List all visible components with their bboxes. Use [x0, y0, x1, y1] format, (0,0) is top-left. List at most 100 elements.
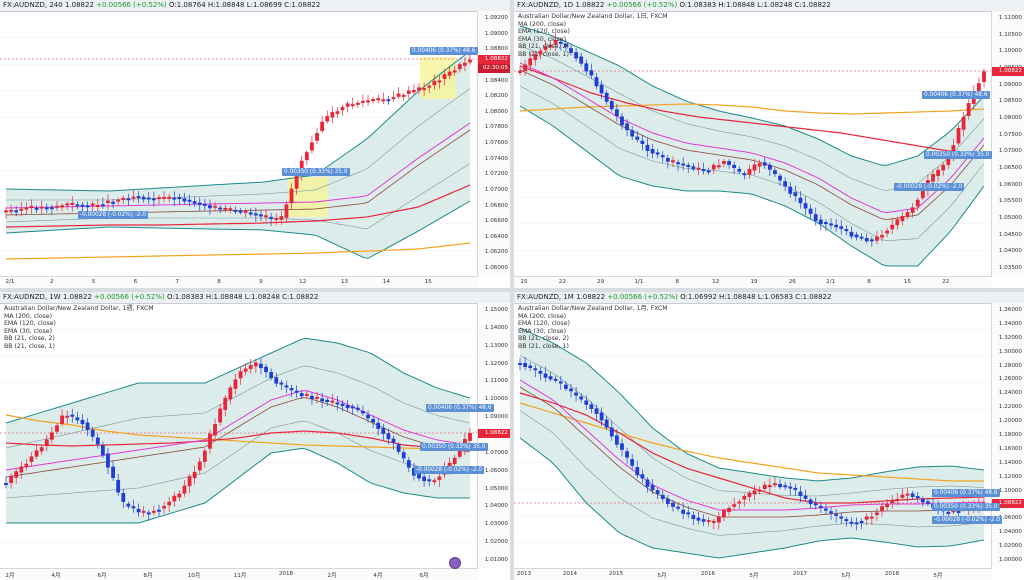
candle-body[interactable] [635, 136, 640, 140]
candle-body[interactable] [391, 438, 396, 443]
candle-body[interactable] [417, 473, 421, 479]
candle-body[interactable] [228, 387, 233, 400]
candle-body[interactable] [126, 503, 131, 507]
candle-body[interactable] [121, 493, 126, 502]
candle-body[interactable] [187, 476, 192, 487]
candle-body[interactable] [259, 214, 263, 217]
candle-body[interactable] [264, 366, 268, 373]
candle-body[interactable] [213, 424, 217, 436]
candle-body[interactable] [269, 216, 274, 219]
measure-highlight[interactable] [288, 177, 328, 217]
price-chart[interactable] [0, 11, 478, 277]
candle-body[interactable] [742, 173, 747, 176]
candle-body[interactable] [528, 58, 533, 66]
candle-body[interactable] [635, 467, 640, 476]
time-axis[interactable]: 2/1 2 5 6 7 8 9 12 13 14 15 [0, 276, 478, 288]
candle-body[interactable] [9, 209, 13, 212]
legend-item[interactable]: EMA (30, close) [518, 35, 567, 43]
candle-body[interactable] [320, 398, 325, 402]
candle-body[interactable] [80, 419, 85, 425]
candle-body[interactable] [381, 428, 386, 434]
candle-body[interactable] [625, 451, 629, 458]
candle-body[interactable] [905, 212, 910, 217]
candle-body[interactable] [213, 205, 217, 208]
candle-body[interactable] [543, 46, 548, 51]
candle-body[interactable] [417, 87, 421, 91]
candle-body[interactable] [70, 414, 75, 417]
candle-body[interactable] [722, 161, 726, 164]
candle-body[interactable] [253, 213, 258, 216]
candle-body[interactable] [584, 400, 589, 405]
candle-body[interactable] [172, 495, 177, 502]
candle-body[interactable] [238, 210, 243, 213]
candle-body[interactable] [279, 216, 284, 220]
candle-body[interactable] [813, 214, 818, 221]
candle-body[interactable] [4, 483, 8, 485]
candle-body[interactable] [177, 493, 182, 498]
candle-body[interactable] [259, 363, 263, 369]
measure-tag[interactable]: -0.00028 (-0.02%) -2.0 [78, 211, 149, 219]
candle-body[interactable] [289, 388, 294, 391]
candle-body[interactable] [518, 70, 522, 73]
candle-body[interactable] [701, 169, 706, 172]
candle-body[interactable] [315, 396, 319, 399]
candle-body[interactable] [671, 160, 675, 163]
candle-body[interactable] [778, 483, 782, 488]
candle-body[interactable] [691, 515, 696, 520]
candle-body[interactable] [655, 490, 660, 494]
candle-body[interactable] [34, 207, 39, 210]
candle-body[interactable] [732, 164, 737, 168]
measure-tag[interactable]: 0.00406 (0.37%) 48.6 [932, 489, 1000, 497]
candle-body[interactable] [264, 215, 268, 218]
price-axis[interactable]: 1.15000 1.14000 1.13000 1.12000 1.11000 1.100… [477, 303, 510, 569]
candle-body[interactable] [747, 168, 752, 175]
candle-body[interactable] [361, 100, 365, 103]
candle-body[interactable] [752, 164, 757, 171]
candle-body[interactable] [172, 197, 177, 200]
candle-body[interactable] [106, 200, 110, 204]
candle-body[interactable] [665, 498, 670, 505]
panel-h4[interactable]: FX:AUDNZD, 240 1.08822 +0.00566 (+0.52%)… [0, 0, 510, 288]
candle-body[interactable] [630, 130, 635, 137]
candle-body[interactable] [422, 88, 427, 91]
candle-body[interactable] [289, 188, 294, 204]
candle-body[interactable] [376, 98, 381, 101]
candle-body[interactable] [157, 197, 161, 200]
candle-body[interactable] [65, 203, 70, 206]
candle-body[interactable] [371, 418, 376, 423]
candle-body[interactable] [437, 476, 442, 480]
candle-body[interactable] [803, 495, 808, 499]
candle-body[interactable] [645, 144, 650, 151]
candle-body[interactable] [335, 111, 340, 114]
candle-body[interactable] [936, 169, 941, 176]
panel-w1[interactable]: FX:AUDNZD, 1W 1.08822 +0.00566 (+0.52%) … [0, 292, 510, 580]
candle-body[interactable] [609, 101, 614, 110]
candle-body[interactable] [594, 408, 599, 414]
candle-body[interactable] [528, 365, 533, 368]
candle-body[interactable] [320, 121, 325, 132]
candle-body[interactable] [412, 468, 416, 476]
legend-item[interactable]: EMA (120, close) [4, 320, 56, 327]
candle-body[interactable] [24, 463, 29, 468]
candle-body[interactable] [401, 452, 406, 459]
candle-body[interactable] [325, 399, 330, 403]
candle-body[interactable] [49, 432, 54, 440]
legend-item[interactable]: Australian Dollar/New Zealand Dollar, 1日… [518, 13, 668, 20]
measure-tag[interactable]: 0.00350 (0.33%) 35.0 [420, 443, 488, 451]
candle-body[interactable] [412, 90, 416, 93]
candle-body[interactable] [146, 512, 151, 515]
candle-body[interactable] [60, 205, 64, 208]
candle-body[interactable] [620, 443, 624, 450]
candle-body[interactable] [788, 486, 793, 489]
candle-body[interactable] [345, 103, 350, 107]
candle-body[interactable] [427, 479, 432, 482]
candle-body[interactable] [432, 480, 437, 483]
candle-body[interactable] [533, 368, 538, 371]
candle-body[interactable] [655, 152, 660, 155]
candle-body[interactable] [238, 371, 243, 379]
candle-body[interactable] [44, 207, 49, 210]
candle-body[interactable] [95, 204, 100, 207]
candle-body[interactable] [808, 208, 813, 214]
candle-body[interactable] [752, 490, 757, 495]
candle-body[interactable] [563, 384, 568, 389]
